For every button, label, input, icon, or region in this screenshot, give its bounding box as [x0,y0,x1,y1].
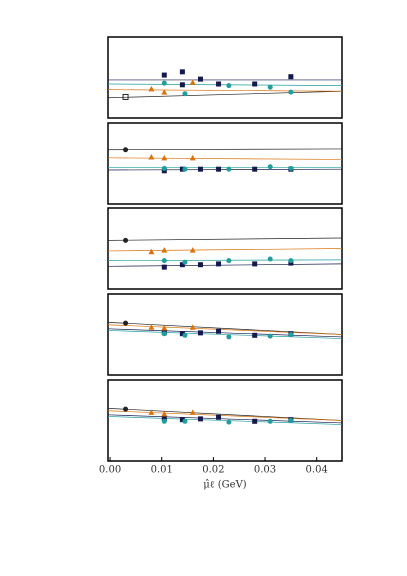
point [189,79,196,85]
fit-line [107,90,343,99]
fit-line [107,328,343,338]
point [179,417,185,423]
point [288,418,294,423]
point [161,72,167,78]
panel-frame [107,122,343,205]
point [161,418,167,424]
point [267,164,273,170]
point [182,332,188,338]
point [182,259,188,265]
point [252,261,258,267]
point [197,416,203,422]
point [189,154,196,161]
point [216,328,222,334]
fit-line [107,322,343,335]
point [123,147,129,153]
point [182,418,188,424]
point [216,261,222,267]
fit-line [107,157,343,160]
point [267,418,273,424]
point [226,258,232,264]
point [179,331,185,337]
point [267,84,273,90]
point [189,247,196,253]
point [267,256,273,262]
x-tick-label: 0.03 [254,465,276,476]
x-tick-label: 0.00 [99,465,121,476]
fit-line [107,408,343,421]
panel-frame [107,207,343,290]
fit-line [107,324,343,335]
point [226,83,232,89]
point [226,166,232,172]
point [161,325,168,331]
point [182,91,188,97]
fit-line [107,263,343,267]
point [216,166,222,172]
point [288,74,294,80]
point [288,332,294,337]
fit-line [107,248,343,252]
point [189,324,196,330]
point [148,248,155,255]
point [252,418,258,424]
x-tick-label: 0.02 [202,465,224,476]
fit-line [107,410,343,421]
point [197,166,203,172]
fit-line [107,330,343,339]
point [161,264,167,270]
point [288,89,294,95]
fit-line [107,237,343,241]
x-tick-label: 0.01 [151,465,173,476]
fit-line [107,148,343,151]
point [148,324,155,330]
point [189,409,196,415]
point [288,165,294,171]
x-axis-label: μ̂ℓ (GeV) [203,480,246,491]
point [179,69,185,75]
point [216,414,222,420]
fit-line [107,83,343,86]
point [123,237,129,243]
point [161,247,168,253]
point [161,80,167,86]
panel-frame [107,36,343,119]
point [226,419,232,425]
point [161,89,168,95]
point [179,166,185,172]
point [161,411,168,417]
point [148,409,155,415]
point [288,258,294,264]
point [161,154,168,161]
fit-line [107,89,343,92]
point [123,406,129,412]
point [123,320,129,326]
point [161,165,167,171]
point [182,166,188,172]
point [197,262,203,268]
point [216,81,222,87]
fit-line [107,414,343,424]
point [252,166,258,172]
point [148,154,155,160]
point [252,81,258,87]
point [122,93,129,100]
point [179,82,185,88]
point [179,262,185,268]
point [161,258,167,264]
point [197,330,203,336]
point [267,333,273,339]
point [148,85,155,92]
fit-line [107,259,343,261]
point [252,332,258,338]
fit-line [107,168,343,171]
point [226,334,232,340]
point [197,76,203,82]
point [161,331,167,337]
x-tick-label: 0.04 [306,465,328,476]
fit-line [107,416,343,425]
